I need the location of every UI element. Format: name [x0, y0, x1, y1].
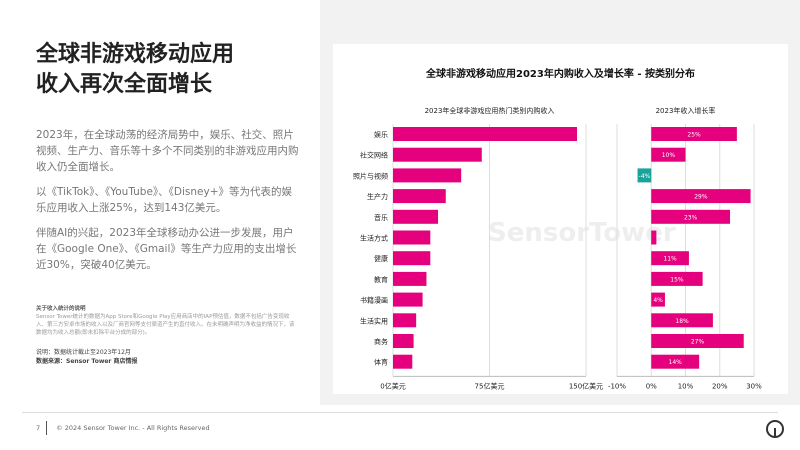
growth-data-label: 25% [687, 132, 701, 139]
revenue-bar [393, 251, 431, 266]
revenue-bar [393, 271, 427, 286]
growth-bar [651, 271, 703, 286]
footer-divider [22, 412, 778, 413]
growth-tick-label: 10% [678, 382, 694, 390]
revenue-subtitle: 2023年全球非游戏应用热门类别内购收入 [424, 107, 555, 115]
category-label: 健康 [374, 254, 388, 263]
category-label: 社交网络 [360, 151, 388, 160]
revenue-note: 关于收入统计的说明 Sensor Tower统计的数据为App Store和Goo… [36, 306, 295, 336]
page-title: 全球非游戏移动应用 收入再次全面增长 [36, 42, 235, 97]
growth-data-label: 15% [670, 276, 684, 283]
growth-bar [651, 230, 657, 245]
revenue-bar [393, 209, 439, 224]
growth-bar [651, 292, 665, 307]
copyright: © 2024 Sensor Tower Inc. - All Rights Re… [56, 424, 210, 432]
revenue-bar [393, 313, 417, 328]
chart-title: 全球非游戏移动应用2023年内购收入及增长率 - 按类别分布 [426, 69, 695, 80]
category-label: 音乐 [374, 213, 388, 222]
growth-tick-label: -10% [608, 382, 626, 390]
paragraph-2: 以《TikTok》、《YouTube》、《Disney+》等为代表的娱乐应用收入… [36, 186, 293, 214]
growth-data-label: 11% [663, 256, 677, 263]
footer: 7 © 2024 Sensor Tower Inc. - All Rights R… [36, 424, 210, 432]
growth-tick-label: 30% [746, 382, 762, 390]
growth-data-label: 14% [669, 359, 683, 366]
growth-bar [651, 354, 700, 369]
revenue-bar [393, 189, 446, 204]
paragraph-3: 伴随AI的兴起，2023年全球移动办公进一步发展，用户在《Google One》… [36, 227, 297, 271]
growth-subtitle: 2023年收入增长率 [655, 107, 716, 115]
category-label: 生产力 [367, 192, 388, 201]
revenue-bar [393, 147, 482, 162]
growth-bar [651, 127, 737, 141]
source: 说明：数据统计截止至2023年12月 数据来源：Sensor Tower 商店情报 [36, 349, 138, 365]
growth-tick-label: 0% [646, 382, 657, 390]
sensor-tower-logo-icon [766, 420, 784, 438]
category-label: 书籍漫画 [360, 296, 388, 305]
growth-bar [637, 168, 652, 183]
growth-bar [651, 147, 686, 162]
growth-data-label: 29% [694, 194, 708, 201]
footer-separator [46, 421, 47, 435]
category-label: 娱乐 [374, 130, 388, 139]
revenue-bar [393, 334, 414, 348]
revenue-tick-label: 0亿美元 [380, 381, 405, 390]
category-label: 教育 [374, 275, 388, 284]
revenue-bar [393, 292, 423, 307]
revenue-bar [393, 127, 577, 141]
watermark: SensorTower [488, 218, 676, 248]
category-label: 生活方式 [360, 234, 388, 243]
category-label: 商务 [374, 337, 388, 346]
growth-tick-label: 20% [712, 382, 728, 390]
revenue-bar [393, 354, 413, 369]
revenue-bar [393, 230, 431, 245]
growth-bar [651, 251, 689, 266]
category-label: 生活实用 [360, 316, 388, 325]
growth-data-label: -4% [639, 173, 651, 180]
category-label: 体育 [374, 358, 388, 367]
left-panel: 全球非游戏移动应用 收入再次全面增长 2023年，在全球动荡的经济局势中，娱乐、社… [0, 0, 320, 405]
growth-data-label: 18% [675, 318, 689, 325]
growth-bar [651, 334, 744, 348]
growth-bar [651, 313, 713, 328]
growth-data-label: 23% [684, 214, 698, 221]
page-number: 7 [36, 424, 41, 432]
growth-data-label: 4% [653, 297, 663, 304]
revenue-tick-label: 75亿美元 [475, 381, 505, 390]
revenue-bar [393, 168, 462, 183]
revenue-tick-label: 150亿美元 [569, 381, 603, 390]
growth-bar [651, 209, 731, 224]
growth-bar [651, 189, 751, 204]
category-label: 照片与视频 [353, 171, 388, 180]
growth-data-label: 10% [662, 152, 676, 159]
paragraph-1: 2023年，在全球动荡的经济局势中，娱乐、社交、照片视频、生产力、音乐等十多个不… [36, 129, 299, 173]
growth-data-label: 27% [691, 339, 705, 346]
